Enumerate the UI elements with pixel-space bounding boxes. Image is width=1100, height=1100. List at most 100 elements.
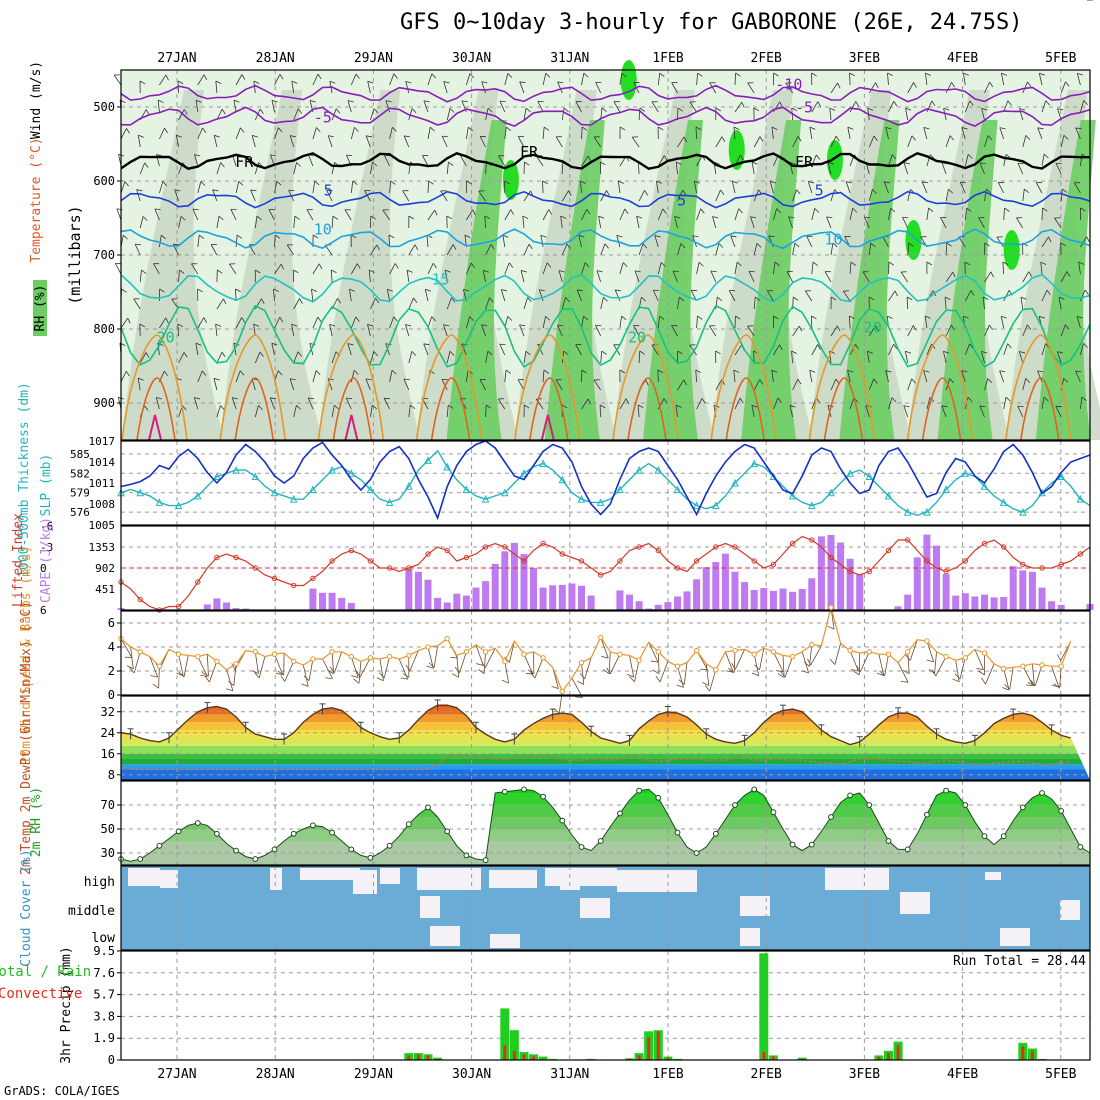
barb-flag — [466, 180, 472, 185]
thickness-marker — [289, 495, 298, 503]
wind-barb — [389, 73, 398, 86]
barb-flag — [135, 243, 141, 246]
lifted-index-marker — [674, 565, 681, 571]
wind-speed-marker — [751, 651, 757, 657]
barb-flag — [481, 324, 488, 327]
barb-flag — [1002, 261, 1009, 266]
barb-staff — [178, 216, 182, 229]
barb-flag — [356, 670, 361, 678]
barb-staff — [689, 101, 697, 113]
cape-bar — [1057, 604, 1065, 610]
barb-flag — [659, 315, 665, 320]
tick-label: 585 — [70, 448, 90, 461]
barb-staff — [120, 317, 129, 329]
barb-staff — [500, 289, 506, 302]
top-date-label: 31JAN — [550, 51, 589, 66]
barb-staff — [466, 370, 469, 383]
wind-barb — [984, 324, 994, 337]
barb-staff — [905, 108, 909, 121]
barb-flag — [1007, 100, 1012, 106]
barb-staff — [1003, 154, 1007, 167]
barb-flag — [568, 190, 572, 197]
barb-flag — [290, 135, 296, 138]
barb-staff — [406, 270, 410, 283]
barb-flag — [827, 625, 835, 630]
wind-barb — [517, 136, 525, 148]
wind-barb — [657, 315, 665, 329]
barb-flag — [368, 269, 375, 273]
barb-flag — [613, 344, 620, 346]
cape-bar — [530, 568, 537, 610]
barb-staff — [1041, 289, 1048, 302]
rh-moist-band — [544, 120, 605, 440]
wind-barb — [810, 315, 817, 329]
barb-flag — [771, 369, 778, 373]
thickness-marker — [884, 491, 893, 500]
wind-barb — [689, 101, 697, 113]
wind-barb — [422, 155, 429, 167]
barb-staff — [677, 136, 685, 148]
barb-staff — [598, 216, 602, 229]
wind-barb — [174, 189, 181, 202]
barb-staff — [216, 351, 223, 364]
wind-barb — [229, 263, 237, 275]
barb-flag — [382, 209, 389, 211]
barb-flag — [575, 101, 582, 103]
lifted-index-marker — [406, 565, 412, 571]
barb-staff — [368, 270, 371, 283]
thickness-marker — [424, 456, 432, 464]
surface-barb — [1027, 663, 1035, 687]
barb-flag — [1055, 405, 1062, 408]
wind-barb — [466, 73, 475, 86]
barb-flag — [837, 325, 841, 332]
rh-marker — [290, 830, 297, 837]
barb-flag — [478, 669, 485, 675]
dewpoint-line — [120, 754, 1071, 771]
wind-barb — [291, 80, 298, 94]
wind-barb — [964, 261, 971, 275]
barb-staff — [773, 262, 776, 275]
wind-barb — [747, 82, 755, 94]
rh-marker — [386, 842, 393, 849]
surface-barb — [725, 651, 734, 673]
barb-staff — [178, 109, 185, 121]
isotherm-30 — [725, 377, 765, 441]
barb-flag — [641, 296, 646, 302]
surface-barb — [129, 651, 141, 674]
barb-flag — [405, 324, 412, 327]
barb-flag — [657, 369, 664, 374]
barb-flag — [194, 397, 201, 400]
barb-flag — [852, 207, 858, 213]
barb-staff — [581, 262, 586, 275]
barb-flag — [1027, 81, 1032, 87]
barb-flag — [652, 669, 660, 675]
surface-barb — [777, 655, 785, 678]
barb-flag — [352, 180, 358, 185]
cape-bar — [817, 536, 825, 610]
wind-barb — [693, 180, 700, 194]
barb-flag — [931, 669, 937, 677]
rh-marker — [540, 793, 546, 800]
cape-bar — [319, 592, 326, 610]
barb-flag — [710, 270, 717, 273]
p7-vgrid — [176, 866, 1062, 950]
barb-staff — [446, 162, 449, 175]
barb-flag — [344, 209, 351, 211]
surface-barb — [801, 651, 810, 674]
barb-flag — [587, 398, 591, 405]
barb-staff — [504, 370, 507, 383]
barb-flag — [565, 297, 570, 302]
barb-flag — [691, 289, 697, 292]
barb-staff — [945, 82, 952, 94]
barb-flag — [735, 72, 741, 77]
barb-staff — [830, 325, 838, 337]
barb-staff — [113, 74, 122, 86]
barb-staff — [215, 81, 218, 94]
surface-barb — [402, 655, 410, 678]
barb-flag — [482, 269, 489, 273]
bottom-date-label: 4FEB — [947, 1067, 978, 1082]
rh-marker — [310, 822, 316, 829]
